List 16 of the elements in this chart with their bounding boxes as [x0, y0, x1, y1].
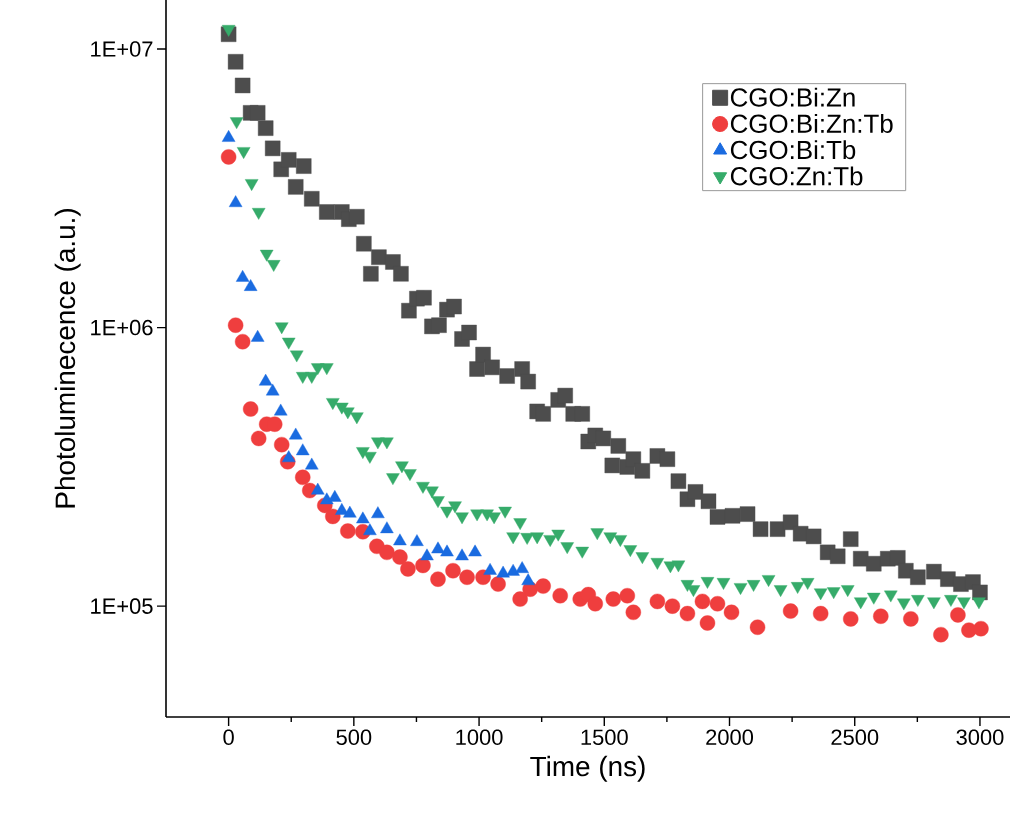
legend-label: CGO:Bi:Tb [730, 140, 856, 160]
legend-label: CGO:Bi:Zn [730, 87, 855, 107]
x-tick-label: 2000 [706, 729, 754, 746]
legend-label: CGO:Bi:Zn:Tb [730, 113, 893, 133]
y-tick-label: 1E+07 [91, 41, 153, 57]
y-tick-label: 1E+06 [91, 319, 153, 336]
legend-label: CGO:Zn:Tb [730, 166, 863, 186]
x-tick-label: 1000 [456, 729, 503, 746]
x-tick-label: 2500 [831, 729, 879, 746]
x-tick-label: 500 [336, 729, 372, 746]
x-tick-label: 1500 [581, 729, 628, 746]
y-tick-label: 1E+05 [91, 598, 153, 614]
y-axis-title: Photoluminecence (a.u.) [54, 209, 81, 508]
x-axis-title: Time (ns) [530, 755, 645, 782]
x-tick-label: 0 [223, 729, 234, 746]
x-tick-label: 3000 [956, 729, 1004, 746]
